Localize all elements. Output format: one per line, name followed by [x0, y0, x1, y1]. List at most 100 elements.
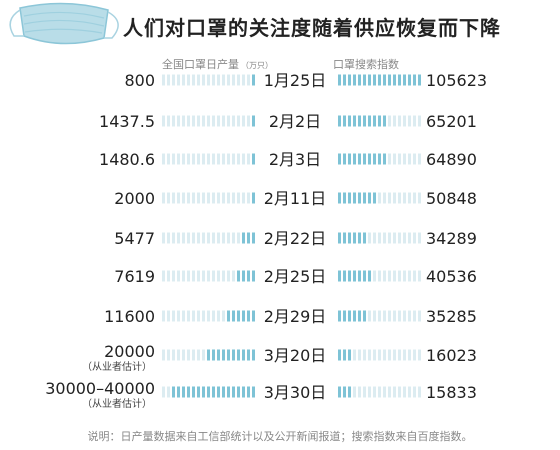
chart-title: 人们对口罩的关注度随着供应恢复而下降 [123, 16, 501, 40]
production-bar-segment [182, 310, 185, 322]
search-index-bar-segment [393, 192, 396, 204]
search-index-bar-segment [388, 386, 391, 398]
face-mask-illustration [9, 2, 119, 45]
search-index-bar-segment [338, 310, 341, 322]
production-bar-segment [232, 74, 235, 86]
production-bar-segment [232, 115, 235, 127]
search-index-bar-segment [378, 192, 381, 204]
production-bar-segment [232, 349, 235, 361]
search-index-bar-segment [408, 115, 411, 127]
search-index-value: 65201 [426, 112, 477, 131]
production-bar-segment [212, 153, 215, 165]
search-index-bar-segment [413, 153, 416, 165]
production-bar [162, 192, 255, 204]
production-bar-segment [247, 115, 250, 127]
left-header-unit: （万只） [241, 61, 273, 70]
search-index-bar-segment [383, 349, 386, 361]
search-index-bar-segment [408, 74, 411, 86]
production-bar-segment [227, 153, 230, 165]
search-index-bar-segment [338, 349, 341, 361]
chart-row: 2月3日 1480.6 64890 [99, 150, 477, 169]
production-bar-segment [232, 270, 235, 282]
production-bar-segment [162, 270, 165, 282]
left-column-header: 全国口罩日产量 （万只） [162, 56, 273, 72]
production-bar-segment [192, 386, 195, 398]
search-index-bar-segment [368, 115, 371, 127]
search-index-bar-segment [413, 310, 416, 322]
search-index-bar-segment [403, 310, 406, 322]
production-bar-segment [247, 349, 250, 361]
production-bar-segment [182, 349, 185, 361]
production-bar-segment [162, 349, 165, 361]
chart-row: 2月2日 1437.5 65201 [99, 112, 477, 131]
production-bar-segment [192, 349, 195, 361]
production-bar-segment [197, 115, 200, 127]
search-index-bar-segment [378, 74, 381, 86]
production-bar-segment [192, 270, 195, 282]
search-index-bar-segment [418, 153, 421, 165]
production-bar-segment [212, 270, 215, 282]
search-index-bar-segment [358, 349, 361, 361]
production-value: 800 [124, 71, 155, 90]
search-index-bar-segment [358, 115, 361, 127]
production-bar-segment [212, 192, 215, 204]
production-bar-segment [217, 310, 220, 322]
production-bar-segment [182, 153, 185, 165]
search-index-bar-segment [358, 74, 361, 86]
search-index-bar-segment [373, 115, 376, 127]
date-label: 3月30日 [264, 383, 327, 402]
search-index-bar-segment [408, 232, 411, 244]
production-bar-segment [212, 115, 215, 127]
production-bar-segment [217, 115, 220, 127]
production-bar-segment [212, 74, 215, 86]
production-bar-segment [242, 386, 245, 398]
production-bar-segment [202, 74, 205, 86]
production-bar-segment [172, 349, 175, 361]
production-bar-segment [202, 115, 205, 127]
search-index-bar-segment [343, 192, 346, 204]
chart-row: 2月25日 7619 40536 [114, 267, 477, 286]
search-index-bar-segment [378, 386, 381, 398]
right-column-header: 口罩搜索指数 [333, 58, 399, 71]
search-index-value: 15833 [426, 383, 477, 402]
production-bar-segment [172, 232, 175, 244]
production-bar-segment [207, 153, 210, 165]
production-bar-segment [237, 115, 240, 127]
production-bar-segment [247, 270, 250, 282]
production-bar-segment [242, 115, 245, 127]
production-bar-segment [177, 232, 180, 244]
production-value: 1480.6 [99, 150, 155, 169]
search-index-bar-segment [398, 115, 401, 127]
production-bar-segment [227, 115, 230, 127]
search-index-value: 50848 [426, 189, 477, 208]
production-value: 11600 [104, 307, 155, 326]
production-bar-segment [187, 232, 190, 244]
search-index-bar [338, 74, 421, 86]
production-bar-segment [192, 74, 195, 86]
search-index-bar-segment [408, 349, 411, 361]
production-bar-segment [197, 153, 200, 165]
production-bar [162, 349, 255, 361]
production-bar [162, 310, 255, 322]
search-index-bar-segment [373, 153, 376, 165]
production-bar-segment [237, 232, 240, 244]
search-index-bar-segment [353, 270, 356, 282]
production-bar-segment [252, 192, 255, 204]
production-bar-segment [217, 153, 220, 165]
search-index-bar-segment [368, 270, 371, 282]
search-index-bar-segment [368, 349, 371, 361]
search-index-bar-segment [348, 349, 351, 361]
search-index-bar-segment [373, 74, 376, 86]
search-index-bar-segment [363, 115, 366, 127]
production-bar-segment [222, 232, 225, 244]
search-index-bar-segment [393, 74, 396, 86]
production-bar-segment [207, 349, 210, 361]
production-bar-segment [247, 192, 250, 204]
production-bar-segment [212, 349, 215, 361]
date-label: 1月25日 [264, 71, 327, 90]
search-index-bar-segment [418, 270, 421, 282]
production-bar-segment [192, 310, 195, 322]
search-index-bar-segment [363, 74, 366, 86]
production-bar-segment [242, 310, 245, 322]
production-bar-segment [172, 74, 175, 86]
